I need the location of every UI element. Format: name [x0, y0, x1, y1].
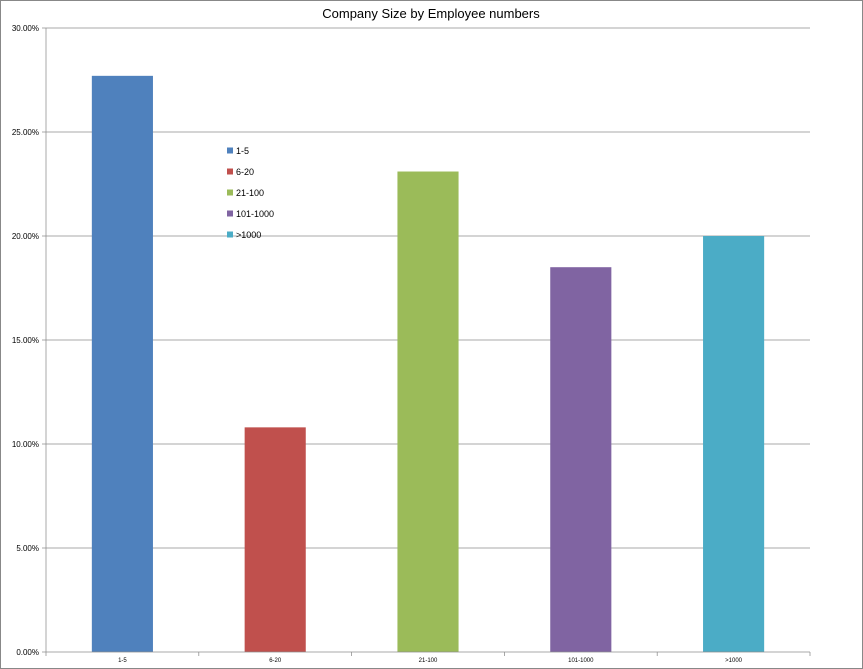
x-tick-label: >1000: [725, 658, 743, 664]
legend-swatch: [227, 210, 233, 217]
bar-6-20: [244, 427, 306, 652]
y-tick-label: 25.00%: [12, 128, 39, 137]
bar-101-1000: [550, 267, 612, 652]
legend-swatch: [227, 231, 233, 238]
legend: 1-5 6-20 21-100 101-1000 >1000: [227, 146, 274, 240]
bars: [91, 75, 765, 653]
y-tick-label: 5.00%: [16, 544, 39, 553]
y-tick-label: 0.00%: [16, 648, 39, 657]
legend-label: >1000: [236, 230, 261, 240]
x-tick-label: 101-1000: [568, 658, 594, 664]
y-axis-ticks: 0.00% 5.00% 10.00% 15.00% 20.00% 25.00% 30.00%: [12, 24, 46, 657]
y-tick-label: 15.00%: [12, 336, 39, 345]
chart-title: Company Size by Employee numbers: [322, 6, 540, 21]
y-tick-label: 30.00%: [12, 24, 39, 33]
bar-1-5: [91, 75, 153, 653]
axes: [45, 28, 810, 653]
bar--1000: [703, 236, 765, 652]
x-tick-label: 6-20: [269, 658, 282, 664]
y-tick-label: 10.00%: [12, 440, 39, 449]
legend-swatch: [227, 189, 233, 196]
y-tick-label: 20.00%: [12, 232, 39, 241]
x-tick-label: 21-100: [419, 658, 438, 664]
legend-label: 6-20: [236, 167, 254, 177]
legend-label: 101-1000: [236, 209, 274, 219]
legend-swatch: [227, 147, 233, 154]
legend-label: 21-100: [236, 188, 264, 198]
bar-21-100: [397, 171, 459, 652]
legend-label: 1-5: [236, 146, 249, 156]
legend-swatch: [227, 168, 233, 175]
x-tick-label: 1-5: [118, 658, 127, 664]
x-axis-ticks: 1-5 6-20 21-100 101-1000 >1000: [45, 652, 811, 664]
